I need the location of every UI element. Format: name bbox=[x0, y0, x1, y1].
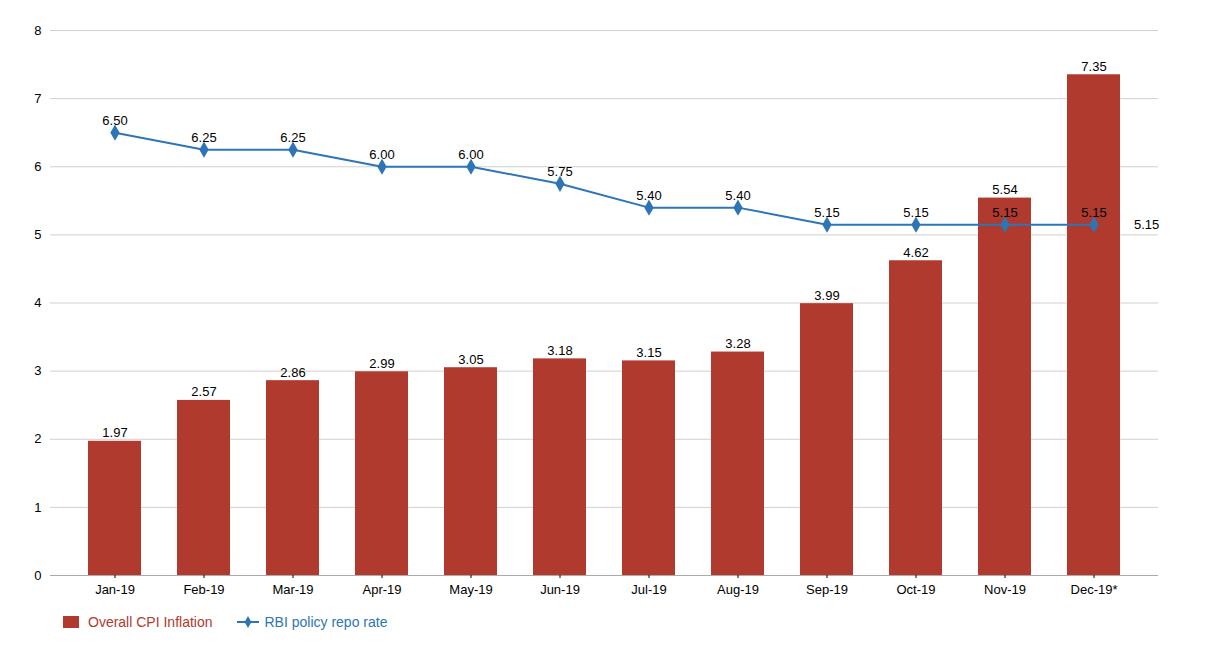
svg-text:7.35: 7.35 bbox=[1081, 59, 1106, 74]
svg-text:5: 5 bbox=[34, 227, 41, 242]
svg-text:2.99: 2.99 bbox=[369, 356, 394, 371]
svg-text:Oct-19: Oct-19 bbox=[896, 582, 935, 597]
svg-text:8: 8 bbox=[34, 23, 41, 38]
svg-text:6.00: 6.00 bbox=[369, 147, 394, 162]
svg-text:6: 6 bbox=[34, 159, 41, 174]
svg-text:3.99: 3.99 bbox=[814, 288, 839, 303]
svg-text:Jun-19: Jun-19 bbox=[540, 582, 580, 597]
svg-text:6.50: 6.50 bbox=[102, 113, 127, 128]
svg-text:5.15: 5.15 bbox=[814, 205, 839, 220]
svg-text:3.15: 3.15 bbox=[636, 345, 661, 360]
svg-text:0: 0 bbox=[34, 568, 41, 583]
svg-text:May-19: May-19 bbox=[449, 582, 492, 597]
svg-text:3.05: 3.05 bbox=[458, 352, 483, 367]
svg-text:5.15: 5.15 bbox=[1134, 217, 1159, 232]
svg-text:6.00: 6.00 bbox=[458, 147, 483, 162]
svg-text:2.57: 2.57 bbox=[191, 384, 216, 399]
svg-text:Jan-19: Jan-19 bbox=[95, 582, 135, 597]
svg-text:1: 1 bbox=[34, 500, 41, 515]
svg-text:Apr-19: Apr-19 bbox=[362, 582, 401, 597]
html-text:RBI policy repo rate: RBI policy repo rate bbox=[264, 614, 388, 630]
svg-text:6.25: 6.25 bbox=[280, 130, 305, 145]
svg-text:1.97: 1.97 bbox=[102, 425, 127, 440]
svg-text:Jul-19: Jul-19 bbox=[631, 582, 666, 597]
svg-text:Feb-19: Feb-19 bbox=[183, 582, 224, 597]
svg-text:Aug-19: Aug-19 bbox=[717, 582, 759, 597]
svg-text:4.62: 4.62 bbox=[903, 245, 928, 260]
svg-text:3: 3 bbox=[34, 363, 41, 378]
svg-text:5.15: 5.15 bbox=[1081, 205, 1106, 220]
svg-text:5.75: 5.75 bbox=[547, 164, 572, 179]
svg-text:5.15: 5.15 bbox=[903, 205, 928, 220]
svg-text:2.86: 2.86 bbox=[280, 365, 305, 380]
svg-text:Sep-19: Sep-19 bbox=[806, 582, 848, 597]
svg-text:5.40: 5.40 bbox=[636, 188, 661, 203]
svg-text:3.28: 3.28 bbox=[725, 336, 750, 351]
svg-text:6.25: 6.25 bbox=[191, 130, 216, 145]
svg-text:7: 7 bbox=[34, 91, 41, 106]
svg-text:Nov-19: Nov-19 bbox=[984, 582, 1026, 597]
svg-text:2: 2 bbox=[34, 431, 41, 446]
svg-text:5.54: 5.54 bbox=[992, 182, 1017, 197]
svg-text:4: 4 bbox=[34, 295, 41, 310]
html-text:Overall CPI Inflation: Overall CPI Inflation bbox=[88, 614, 213, 630]
svg-text:5.40: 5.40 bbox=[725, 188, 750, 203]
svg-text:3.18: 3.18 bbox=[547, 343, 572, 358]
svg-text:Mar-19: Mar-19 bbox=[272, 582, 313, 597]
svg-text:Dec-19*: Dec-19* bbox=[1071, 582, 1118, 597]
svg-text:5.15: 5.15 bbox=[992, 205, 1017, 220]
